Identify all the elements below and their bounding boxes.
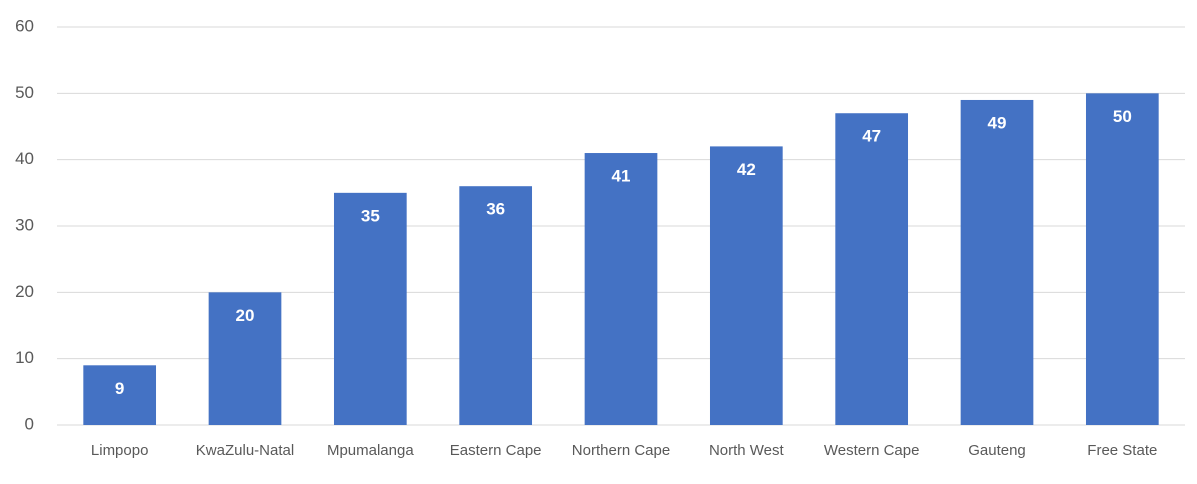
y-tick-label: 10	[15, 348, 34, 367]
data-label: 49	[988, 113, 1007, 132]
data-label: 42	[737, 160, 756, 179]
bar	[333, 192, 407, 425]
y-tick-label: 40	[15, 149, 34, 168]
x-tick-label: Free State	[1087, 442, 1158, 459]
bar	[960, 99, 1034, 425]
bar	[208, 292, 282, 425]
data-label: 47	[862, 127, 881, 146]
data-label: 41	[612, 167, 631, 186]
y-tick-label: 60	[15, 16, 34, 35]
x-tick-label: KwaZulu-Natal	[195, 442, 295, 459]
data-label: 9	[115, 379, 124, 398]
bar	[83, 365, 157, 425]
y-tick-label: 0	[25, 414, 34, 433]
data-label: 20	[236, 306, 255, 325]
x-tick-label: Northern Cape	[571, 442, 671, 459]
x-tick-label: North West	[708, 442, 784, 459]
x-tick-label: Gauteng	[968, 442, 1026, 459]
bar	[459, 186, 533, 425]
x-tick-label: Limpopo	[90, 442, 149, 459]
y-tick-label: 20	[15, 282, 34, 301]
x-tick-label: Mpumalanga	[326, 442, 414, 459]
y-tick-label: 30	[15, 215, 34, 234]
data-label: 50	[1113, 107, 1132, 126]
bar	[1085, 93, 1159, 425]
bar	[709, 146, 783, 425]
data-label: 35	[361, 206, 380, 225]
y-tick-label: 50	[15, 83, 34, 102]
data-label: 36	[486, 200, 505, 219]
bar	[584, 153, 658, 426]
x-tick-label: Eastern Cape	[449, 442, 542, 459]
bar	[835, 113, 909, 425]
x-tick-label: Western Cape	[823, 442, 920, 459]
